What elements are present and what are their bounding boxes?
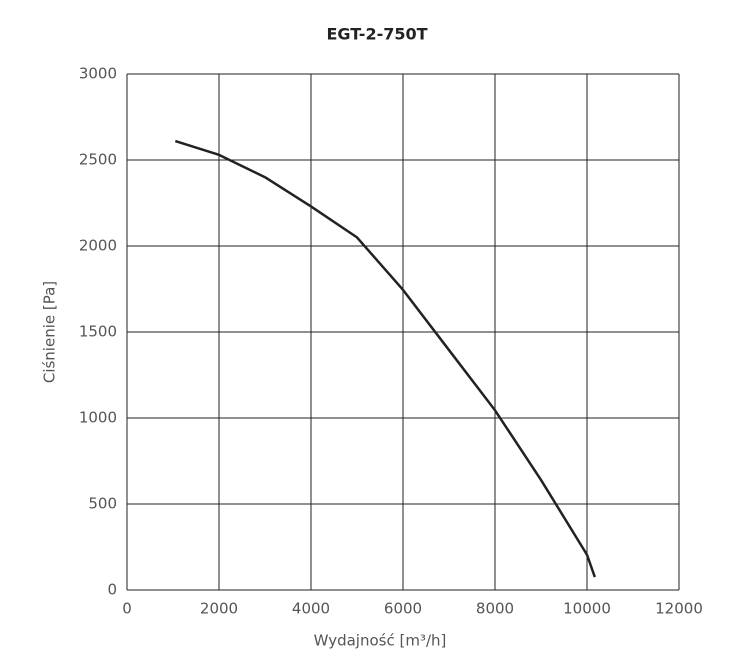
x-tick-label: 2000 (200, 600, 238, 618)
x-axis-label: Wydajność [m³/h] (314, 632, 447, 650)
x-tick-label: 6000 (384, 600, 422, 618)
y-tick-label: 500 (88, 495, 117, 513)
y-tick-label: 3000 (79, 65, 117, 83)
y-tick-label: 2000 (79, 237, 117, 255)
x-tick-label: 12000 (655, 600, 703, 618)
x-tick-label: 0 (122, 600, 132, 618)
x-tick-label: 10000 (563, 600, 611, 618)
y-tick-label: 1500 (79, 323, 117, 341)
x-tick-label: 8000 (476, 600, 514, 618)
y-tick-label: 0 (107, 581, 117, 599)
curve (174, 139, 596, 578)
y-tick-label: 2500 (79, 151, 117, 169)
y-axis-label: Ciśnienie [Pa] (41, 281, 59, 383)
chart-title: EGT-2-750T (326, 25, 427, 44)
x-tick-label: 4000 (292, 600, 330, 618)
y-tick-label: 1000 (79, 409, 117, 427)
